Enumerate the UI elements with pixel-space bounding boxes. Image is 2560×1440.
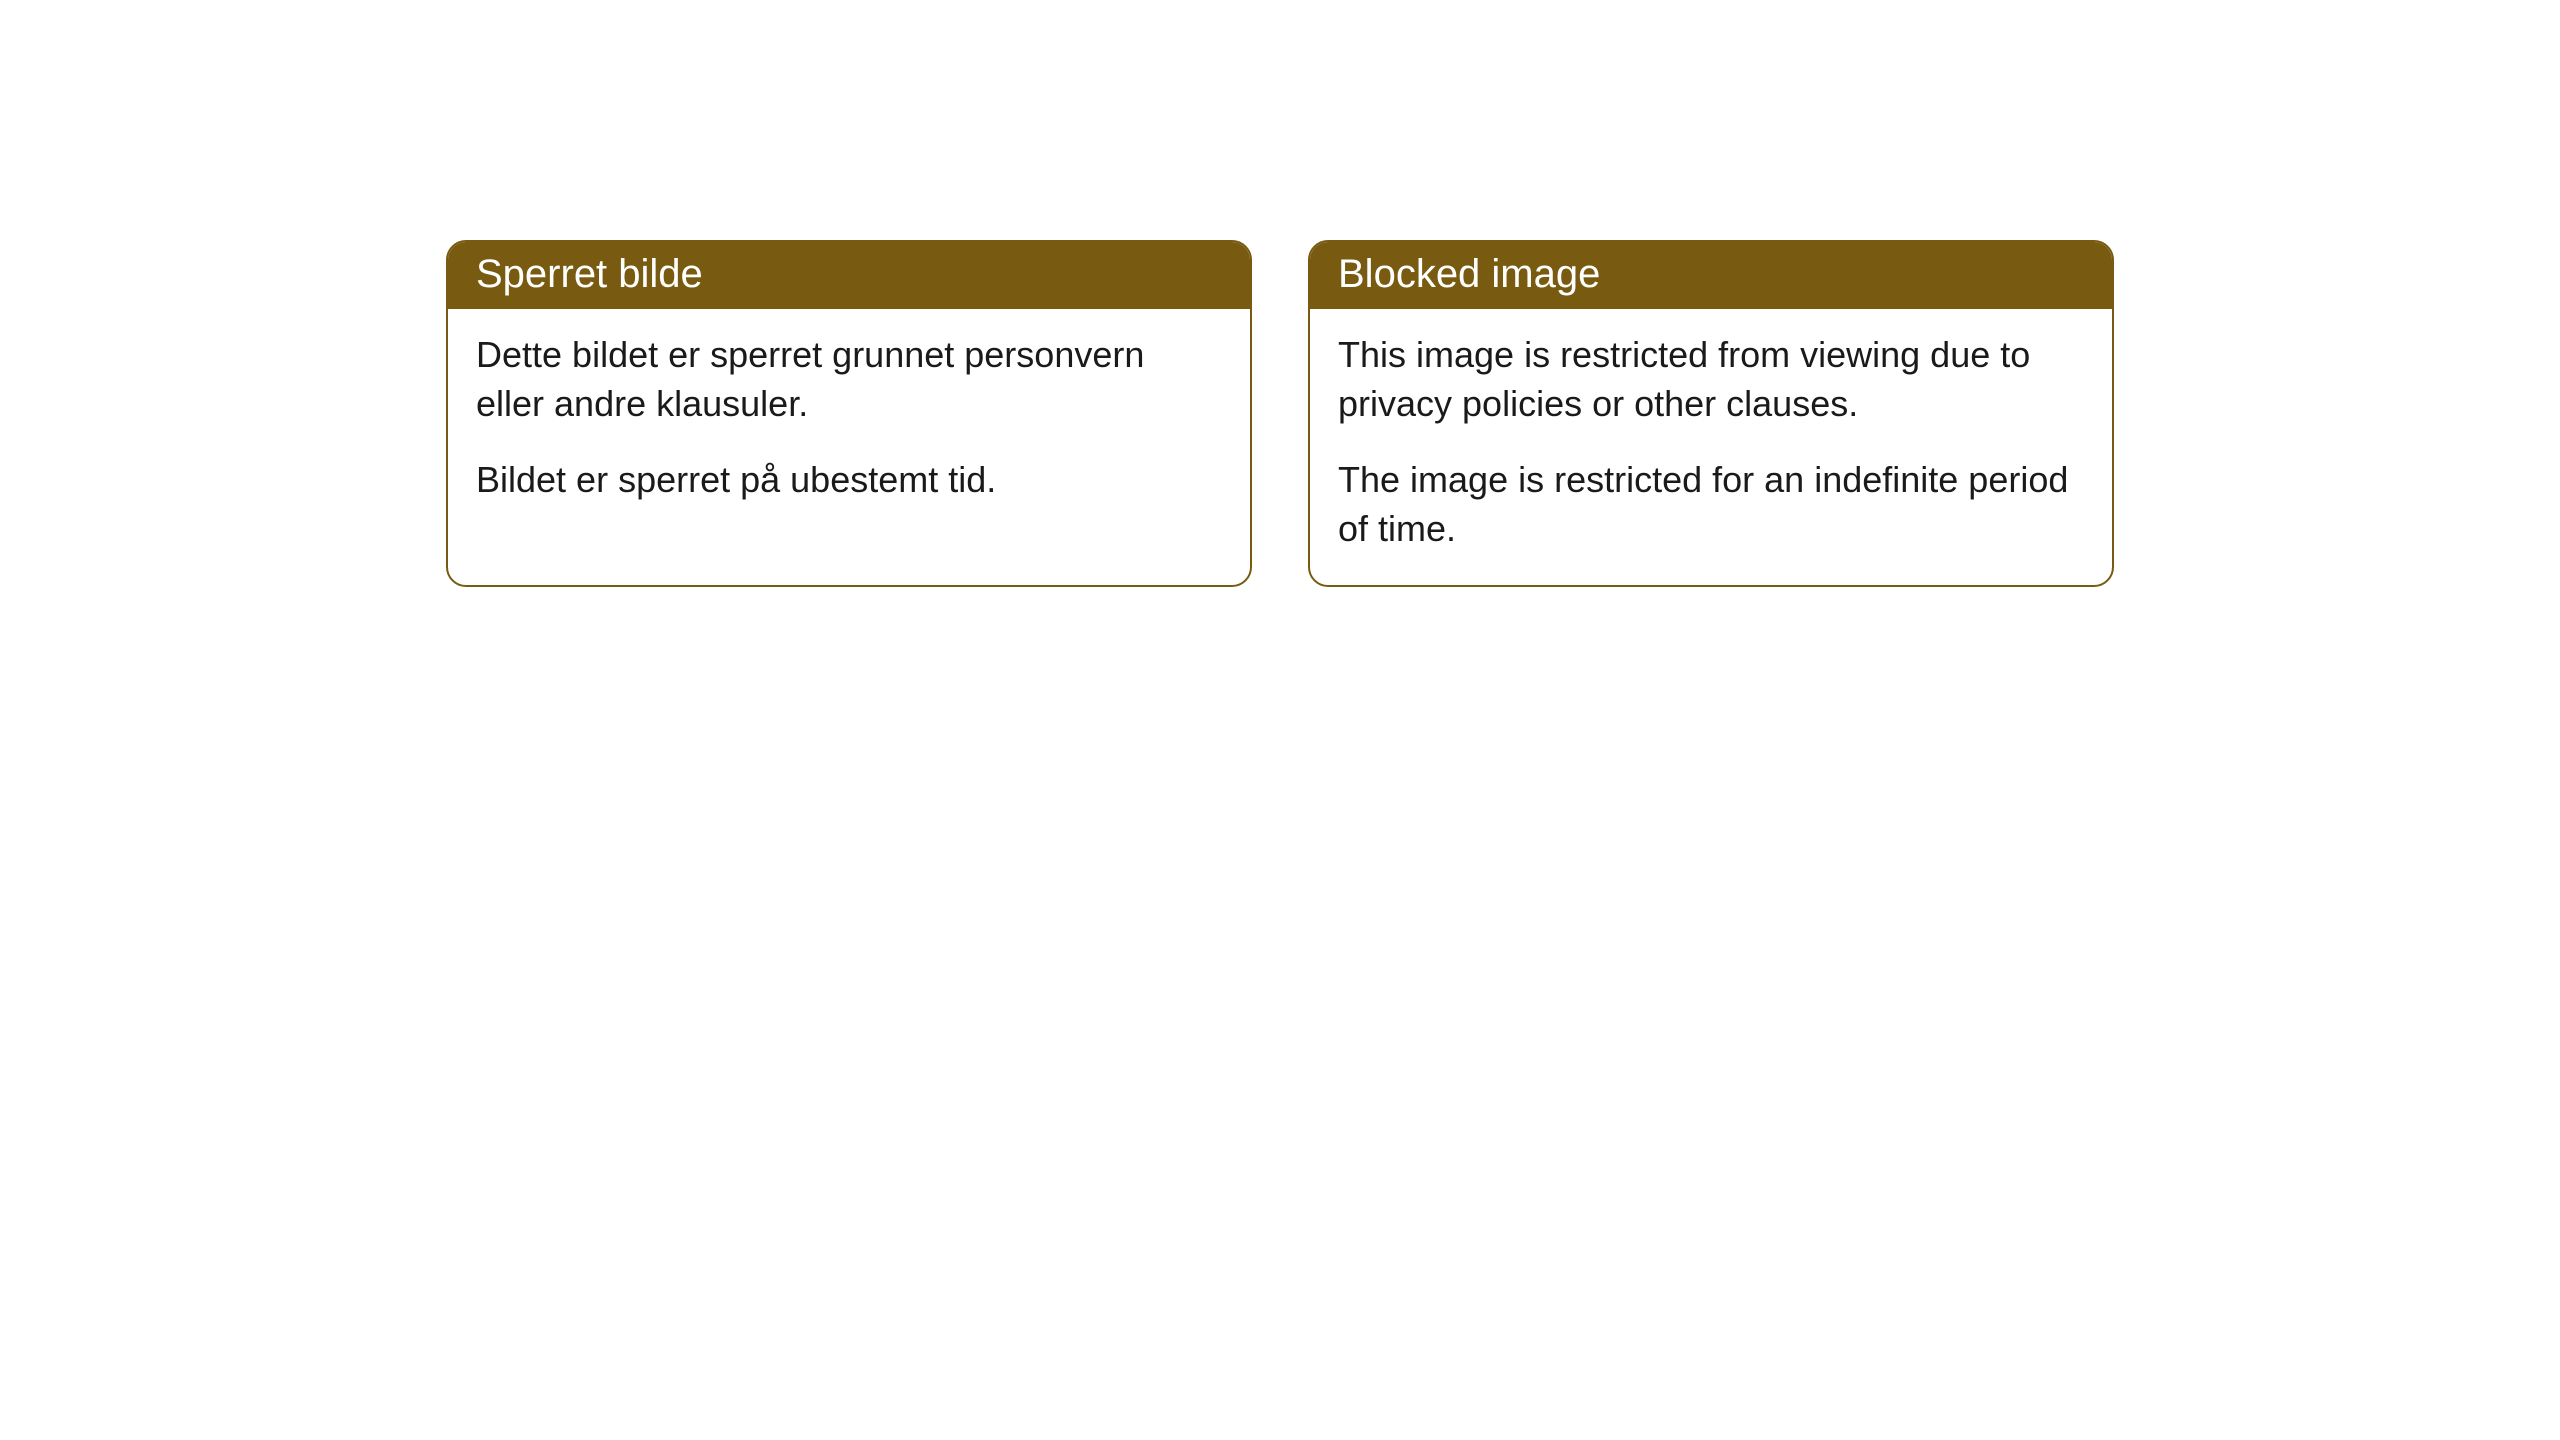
card-paragraph: Dette bildet er sperret grunnet personve… bbox=[476, 331, 1222, 428]
blocked-image-card-en: Blocked image This image is restricted f… bbox=[1308, 240, 2114, 587]
card-header: Blocked image bbox=[1310, 242, 2112, 309]
card-body: This image is restricted from viewing du… bbox=[1310, 309, 2112, 585]
card-paragraph: This image is restricted from viewing du… bbox=[1338, 331, 2084, 428]
blocked-image-card-no: Sperret bilde Dette bildet er sperret gr… bbox=[446, 240, 1252, 587]
card-body: Dette bildet er sperret grunnet personve… bbox=[448, 309, 1250, 537]
cards-container: Sperret bilde Dette bildet er sperret gr… bbox=[0, 0, 2560, 587]
card-paragraph: Bildet er sperret på ubestemt tid. bbox=[476, 456, 1222, 505]
card-paragraph: The image is restricted for an indefinit… bbox=[1338, 456, 2084, 553]
card-header: Sperret bilde bbox=[448, 242, 1250, 309]
